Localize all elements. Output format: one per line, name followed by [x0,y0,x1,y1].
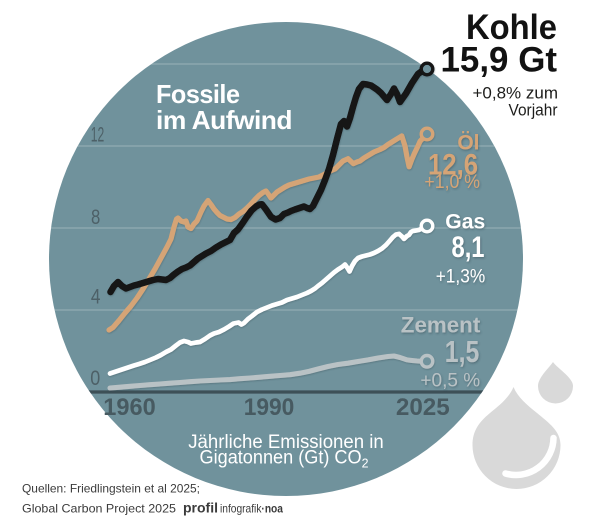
svg-text:1990: 1990 [244,394,295,421]
svg-text:Global Carbon Project 2025: Global Carbon Project 2025 [22,502,176,516]
svg-text:Öl: Öl [457,132,479,155]
svg-text:+1,0 %: +1,0 % [424,172,480,193]
svg-text:infografik·noa: infografik·noa [220,502,283,516]
svg-text:Gas: Gas [445,211,485,234]
svg-text:+0,5 %: +0,5 % [420,369,480,391]
svg-text:profil: profil [183,500,218,516]
svg-text:Kohle: Kohle [466,8,557,47]
svg-text:4: 4 [91,285,101,309]
svg-text:Jährliche Emissionen in: Jährliche Emissionen in [188,432,384,453]
svg-text:8,1: 8,1 [452,231,485,264]
svg-text:Gigatonnen (Gt) CO2: Gigatonnen (Gt) CO2 [200,448,369,471]
svg-text:Vorjahr: Vorjahr [509,101,558,120]
svg-text:15,9 Gt: 15,9 Gt [441,41,558,80]
svg-text:Quellen: Friedlingstein et al: Quellen: Friedlingstein et al 2025; [22,482,200,496]
svg-text:8: 8 [91,205,100,229]
svg-text:1,5: 1,5 [445,334,480,369]
svg-text:12,6: 12,6 [428,149,478,182]
svg-text:2025: 2025 [396,394,450,421]
svg-text:Fossile: Fossile [156,79,240,109]
svg-text:12: 12 [91,123,105,147]
svg-text:+0,8% zum: +0,8% zum [472,84,558,103]
svg-text:im Aufwind: im Aufwind [156,105,292,135]
svg-text:0: 0 [90,366,100,390]
svg-text:Zement: Zement [401,313,481,338]
svg-text:+1,3%: +1,3% [436,267,486,288]
svg-text:1960: 1960 [103,394,155,421]
